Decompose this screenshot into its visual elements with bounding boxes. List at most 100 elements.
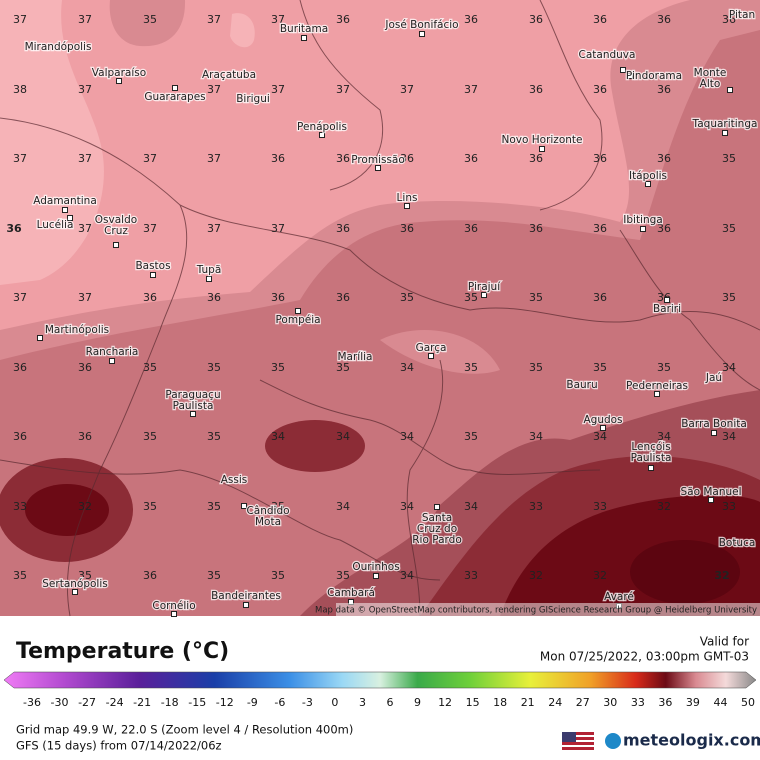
legend-tick-label: 44	[713, 696, 727, 709]
legend-tick-label: -12	[216, 696, 234, 709]
city-label: Lins	[397, 192, 418, 204]
grid-value: 35	[722, 152, 736, 165]
city-marker	[373, 573, 379, 579]
grid-value: 32	[529, 569, 543, 582]
grid-value: 36	[657, 222, 671, 235]
grid-value: 37	[271, 83, 285, 96]
grid-value: 35	[143, 361, 157, 374]
legend-tick-label: 36	[658, 696, 672, 709]
city-label: Mirandópolis	[25, 41, 92, 53]
us-flag	[562, 732, 594, 750]
grid-value: 33	[13, 500, 27, 513]
legend-tick-label: -24	[106, 696, 124, 709]
grid-value: 34	[657, 430, 671, 443]
grid-value: 36	[400, 222, 414, 235]
grid-value: 32	[78, 500, 92, 513]
city-label: Taquaritinga	[692, 118, 758, 130]
grid-value: 33	[593, 500, 607, 513]
city-marker	[301, 35, 307, 41]
grid-value: 37	[336, 83, 350, 96]
legend-tick-label: -9	[247, 696, 258, 709]
city-label: Pirajuí	[468, 281, 501, 293]
grid-info: Grid map 49.9 W, 22.0 S (Zoom level 4 / …	[16, 723, 353, 737]
grid-value: 37	[78, 291, 92, 304]
city-label: Alto	[700, 78, 721, 90]
city-label: Pompéia	[275, 314, 320, 326]
city-label: Birigui	[236, 93, 270, 105]
grid-value: 33	[722, 500, 736, 513]
attribution: Map data © OpenStreetMap contributors, r…	[315, 606, 757, 616]
city-marker	[37, 335, 43, 341]
grid-value: 36	[529, 13, 543, 26]
brand-logo	[605, 733, 621, 749]
legend-tick-label: 3	[359, 696, 366, 709]
grid-value: 35	[336, 569, 350, 582]
city-marker	[627, 73, 633, 79]
color-scale	[3, 671, 757, 689]
city-marker	[295, 308, 301, 314]
city-marker	[72, 589, 78, 595]
city-label: Osvaldo	[95, 214, 137, 226]
grid-value: 34	[722, 361, 736, 374]
legend-tick-label: -15	[188, 696, 206, 709]
grid-value: 37	[78, 222, 92, 235]
city-label: Rio Pardo	[412, 534, 462, 546]
grid-value: 35	[464, 361, 478, 374]
grid-value: 36	[143, 569, 157, 582]
grid-value: 35	[593, 361, 607, 374]
city-marker	[722, 130, 728, 136]
legend-tick-label: -18	[161, 696, 179, 709]
grid-value: 37	[207, 222, 221, 235]
temp-region	[0, 0, 104, 285]
grid-value: 36	[13, 361, 27, 374]
grid-value: 37	[13, 13, 27, 26]
city-label: Botuca	[719, 537, 756, 549]
grid-value: 35	[271, 569, 285, 582]
grid-value: 37	[143, 222, 157, 235]
city-marker	[600, 425, 606, 431]
city-label: Bandeirantes	[211, 590, 281, 602]
brand[interactable]: meteologix.com	[623, 731, 760, 750]
boundaries	[0, 0, 760, 617]
grid-value: 34	[593, 430, 607, 443]
city-label: Tupã	[196, 264, 222, 276]
grid-value: 36	[271, 152, 285, 165]
city-marker	[62, 207, 68, 213]
city-marker	[711, 430, 717, 436]
city-label: Sertanópolis	[42, 578, 107, 590]
grid-value: 34	[400, 500, 414, 513]
grid-value: 34	[722, 430, 736, 443]
grid-value: 36	[271, 291, 285, 304]
city-label: Mota	[255, 516, 281, 528]
city-label: Cândido	[246, 505, 289, 517]
city-label: Santa	[422, 512, 452, 524]
grid-value: 36	[336, 222, 350, 235]
legend-tick-label: 6	[387, 696, 394, 709]
grid-value: 36	[464, 222, 478, 235]
grid-value: 37	[13, 291, 27, 304]
grid-value: 37	[207, 13, 221, 26]
city-marker	[620, 67, 626, 73]
grid-value: 35	[657, 361, 671, 374]
grid-value: 37	[271, 222, 285, 235]
city-marker	[243, 602, 249, 608]
city-label: Assis	[221, 474, 248, 486]
city-label: Promissão	[351, 154, 405, 166]
city-label: Penápolis	[297, 121, 347, 133]
grid-value: 36	[78, 430, 92, 443]
legend-tick-label: -21	[133, 696, 151, 709]
city-marker	[434, 504, 440, 510]
city-marker	[172, 85, 178, 91]
valid-label: Valid for	[700, 635, 749, 649]
grid-value: 36	[464, 152, 478, 165]
grid-value: 37	[78, 13, 92, 26]
legend-tick-label: 15	[466, 696, 480, 709]
city-marker	[190, 411, 196, 417]
legend-tick-label: 12	[438, 696, 452, 709]
city-marker	[113, 242, 119, 248]
city-label: Paulista	[173, 400, 214, 412]
grid-value: 34	[336, 500, 350, 513]
city-marker	[654, 391, 660, 397]
legend-tick-label: -3	[302, 696, 313, 709]
